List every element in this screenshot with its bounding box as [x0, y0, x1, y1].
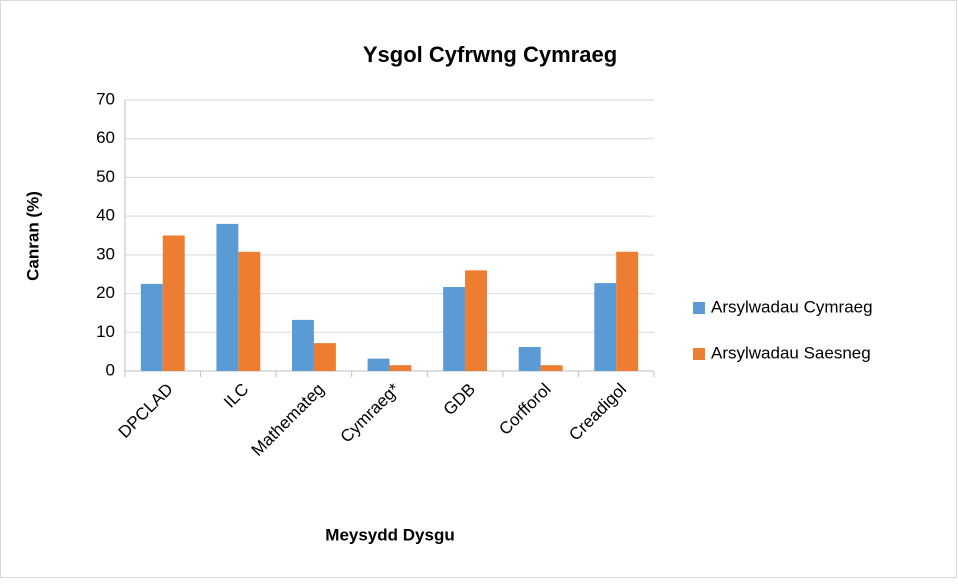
bar: [389, 365, 412, 371]
bar: [594, 283, 617, 371]
legend-label: Arsylwadau Cymraeg: [711, 297, 873, 316]
y-tick-label: 30: [96, 244, 115, 263]
chart-title: Ysgol Cyfrwng Cymraeg: [363, 42, 617, 67]
bar: [465, 270, 487, 371]
legend-swatch: [693, 348, 705, 360]
legend-swatch: [693, 302, 705, 314]
y-tick-label: 60: [96, 128, 115, 147]
y-tick-label: 50: [96, 167, 115, 186]
y-axis-label: Canran (%): [23, 191, 42, 281]
y-tick-label: 0: [106, 360, 115, 379]
bar: [162, 235, 185, 371]
y-tick-label: 20: [96, 283, 115, 302]
y-tick-label: 10: [96, 322, 115, 341]
bar: [540, 365, 563, 371]
bar: [238, 251, 261, 371]
y-tick-label: 70: [96, 89, 115, 108]
bar: [313, 343, 336, 371]
bar: [616, 251, 639, 371]
bar: [292, 319, 314, 371]
bar: [518, 346, 541, 371]
bar: [367, 358, 390, 371]
bar: [140, 283, 163, 371]
legend-label: Arsylwadau Saesneg: [711, 343, 871, 362]
x-axis-label: Meysydd Dysgu: [325, 525, 454, 544]
bar: [216, 223, 239, 371]
y-tick-label: 40: [96, 206, 115, 225]
bar: [443, 286, 466, 371]
